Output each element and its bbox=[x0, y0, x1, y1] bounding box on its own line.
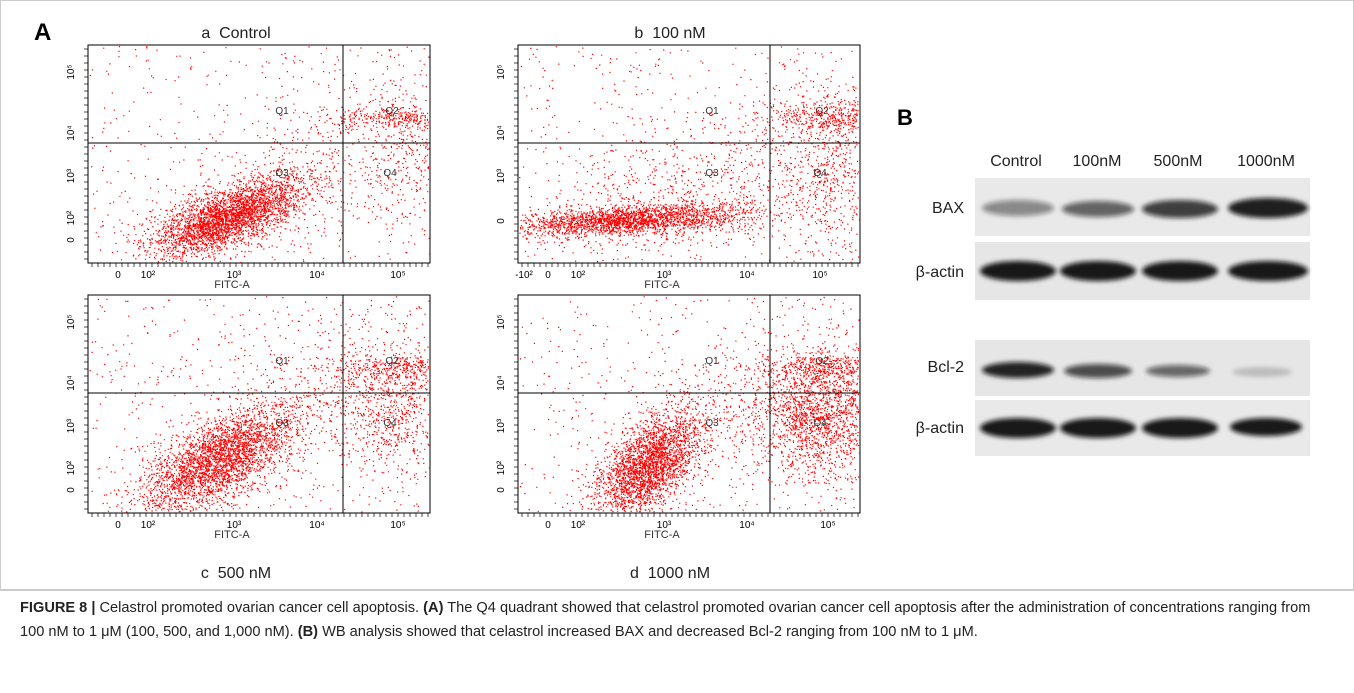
caption-label: FIGURE 8 | bbox=[20, 600, 96, 616]
caption-ref: (B) bbox=[297, 624, 319, 640]
plot-title: b 100 nM bbox=[634, 25, 705, 42]
y-tick-label: 10⁵ bbox=[66, 64, 77, 79]
y-tick-label: 10³ bbox=[496, 418, 507, 433]
y-tick-label: 10³ bbox=[66, 418, 77, 433]
x-tick-label: 0 bbox=[115, 270, 121, 281]
x-tick-label: 10⁴ bbox=[739, 270, 754, 281]
flow-plot: 10⁵ 10⁴ 10³ 10² 0 0 10² 10³ 10⁴ 10⁵ FITC-A Q1 Q2 Q3 Q4… bbox=[66, 25, 431, 291]
quadrant-label: Q4 bbox=[813, 418, 827, 429]
y-tick-label: 0 bbox=[496, 487, 507, 493]
y-tick-label: 10⁴ bbox=[66, 375, 77, 390]
x-tick-label: 10⁴ bbox=[739, 520, 754, 531]
plot-title: d 1000 nM bbox=[630, 565, 710, 582]
caption-text: Celastrol promoted ovarian cancer cell a… bbox=[95, 600, 424, 616]
x-tick-label: 10² bbox=[571, 270, 586, 281]
quadrant-label: Q2 bbox=[815, 356, 829, 367]
column-label: 100nM bbox=[1073, 153, 1122, 170]
x-tick-label: 10³ bbox=[657, 520, 672, 531]
caption-text: WB analysis showed that celastrol increa… bbox=[318, 624, 978, 640]
quadrant-label: Q1 bbox=[275, 356, 289, 367]
column-label: 500nM bbox=[1154, 153, 1203, 170]
row-label: BAX bbox=[932, 200, 964, 217]
x-tick-label: 10⁵ bbox=[390, 520, 405, 531]
quadrant-label: Q4 bbox=[383, 168, 397, 179]
x-axis-label: FITC-A bbox=[644, 529, 680, 541]
plot-frame bbox=[87, 294, 431, 514]
y-tick-label: 10⁵ bbox=[496, 314, 507, 329]
plot-frame bbox=[87, 44, 431, 264]
x-axis-label: FITC-A bbox=[214, 279, 250, 291]
x-tick-label: 0 bbox=[545, 270, 551, 281]
x-tick-label: 10⁴ bbox=[309, 270, 324, 281]
y-tick-label: 10² bbox=[496, 460, 507, 475]
y-tick-label: 10⁵ bbox=[66, 314, 77, 329]
figure-graphic: A B Control 100nM 500nM 1000nM BAX β-act… bbox=[0, 0, 1354, 590]
x-tick-label: 10⁴ bbox=[309, 520, 324, 531]
divider bbox=[0, 590, 1354, 591]
y-tick-label: 10⁴ bbox=[66, 125, 77, 140]
blot-strips bbox=[975, 178, 1310, 456]
x-tick-label: 0 bbox=[115, 520, 121, 531]
x-axis-label: FITC-A bbox=[214, 529, 250, 541]
y-tick-label: 10⁵ bbox=[496, 64, 507, 79]
x-tick-label: 10² bbox=[141, 520, 156, 531]
quadrant-label: Q3 bbox=[705, 168, 719, 179]
y-tick-label: 0 bbox=[496, 218, 507, 224]
flow-plot: 10⁵ 10⁴ 10³ 10² 0 0 10² 10³ 10⁴ 10⁵ FITC-A Q1 Q2 Q3 Q4… bbox=[496, 294, 861, 582]
x-tick-label: 10³ bbox=[227, 520, 242, 531]
quadrant-label: Q1 bbox=[705, 356, 719, 367]
quadrant-label: Q3 bbox=[275, 418, 289, 429]
y-tick-label: 10² bbox=[66, 460, 77, 475]
x-tick-label: 10⁵ bbox=[812, 270, 827, 281]
caption-ref: (A) bbox=[423, 600, 444, 616]
event-dots bbox=[519, 46, 861, 264]
x-tick-label: 10³ bbox=[227, 270, 242, 281]
x-tick-label: 10³ bbox=[657, 270, 672, 281]
row-label: β-actin bbox=[916, 264, 964, 281]
column-label: Control bbox=[990, 153, 1042, 170]
y-tick-label: 0 bbox=[66, 237, 77, 243]
y-tick-label: 0 bbox=[66, 487, 77, 493]
event-dots bbox=[89, 46, 431, 264]
panel-label: A bbox=[34, 19, 51, 46]
caption-text: The Q4 quadrant showed that celastrol pr… bbox=[20, 600, 1311, 640]
quadrant-label: Q3 bbox=[275, 168, 289, 179]
x-tick-label: 10⁵ bbox=[820, 520, 835, 531]
y-tick-label: 10² bbox=[66, 210, 77, 225]
x-tick-label: -10² bbox=[515, 270, 533, 281]
event-dots bbox=[89, 296, 430, 513]
x-tick-label: 10² bbox=[141, 270, 156, 281]
quadrant-label: Q4 bbox=[813, 168, 827, 179]
y-tick-label: 10⁴ bbox=[496, 125, 507, 140]
quadrant-label: Q3 bbox=[705, 418, 719, 429]
plot-title: c 500 nM bbox=[201, 565, 271, 582]
quadrant-label: Q4 bbox=[383, 418, 397, 429]
quadrant-label: Q2 bbox=[815, 106, 829, 117]
panel-label: B bbox=[897, 105, 913, 130]
y-tick-label: 10⁴ bbox=[496, 375, 507, 390]
row-label: Bcl-2 bbox=[928, 359, 965, 376]
plot-title: a Control bbox=[201, 25, 270, 42]
plot-frame bbox=[517, 294, 861, 514]
caption: FIGURE 8 | Celastrol promoted ovarian ca… bbox=[20, 596, 1330, 644]
y-tick-label: 10³ bbox=[496, 168, 507, 183]
flow-plot: 10⁵ 10⁴ 10³ 10² 0 0 10² 10³ 10⁴ 10⁵ FITC-A Q1 Q2 Q3 Q4… bbox=[66, 294, 431, 582]
x-tick-label: 10² bbox=[571, 520, 586, 531]
quadrant-label: Q1 bbox=[705, 106, 719, 117]
event-dots bbox=[519, 296, 860, 513]
quadrant-label: Q1 bbox=[275, 106, 289, 117]
x-tick-label: 0 bbox=[545, 520, 551, 531]
x-tick-label: 10⁵ bbox=[390, 270, 405, 281]
flow-plot: 10⁵ 10⁴ 10³ 0 -10² 0 10² 10³ 10⁴ 10⁵ FITC-A Q1 Q2 Q3 Q… bbox=[496, 25, 861, 291]
column-label: 1000nM bbox=[1237, 153, 1295, 170]
quadrant-label: Q2 bbox=[385, 106, 399, 117]
x-axis-label: FITC-A bbox=[644, 279, 680, 291]
y-tick-label: 10³ bbox=[66, 168, 77, 183]
quadrant-label: Q2 bbox=[385, 356, 399, 367]
row-label: β-actin bbox=[916, 420, 964, 437]
